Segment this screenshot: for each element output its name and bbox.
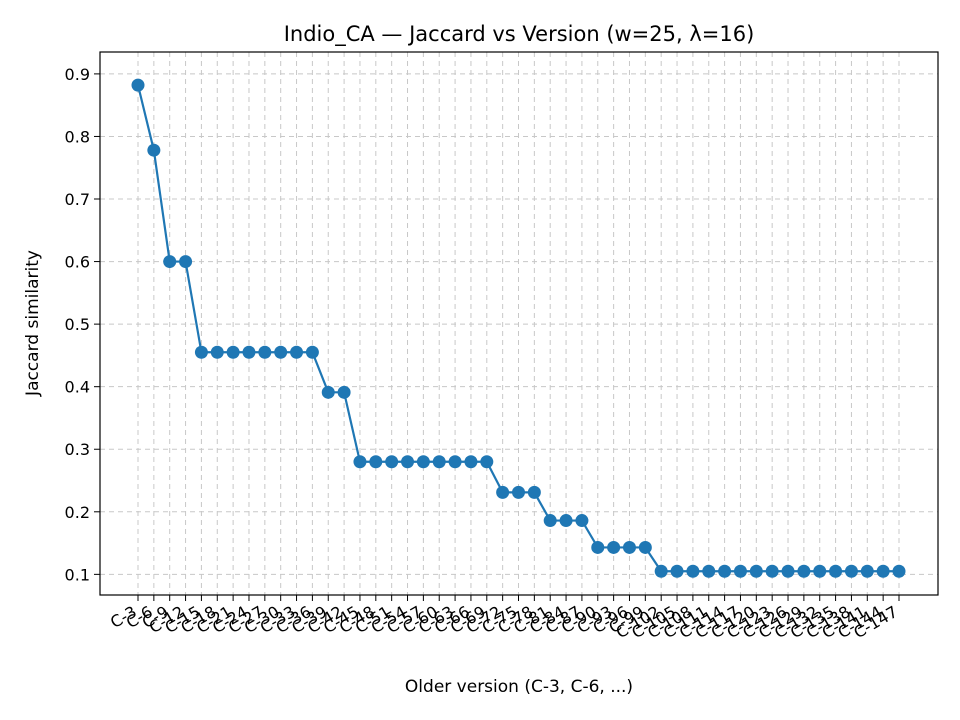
data-point [844,564,858,578]
data-point [369,455,383,469]
data-point [179,255,193,269]
data-point [575,514,589,528]
y-axis-label: Jaccard similarity [23,250,43,397]
y-tick-label: 0.7 [65,190,90,209]
data-point [258,345,272,359]
grid-layer [100,52,938,595]
y-tick-label: 0.8 [65,127,90,146]
data-point [591,540,605,554]
data-point [290,345,304,359]
data-point [749,564,763,578]
data-point [512,485,525,499]
y-tick-label: 0.3 [65,440,90,459]
data-point [876,564,890,578]
data-point [226,345,240,359]
data-point [131,78,145,92]
data-point [622,540,636,554]
data-point [480,455,494,469]
data-point [702,564,716,578]
data-point [163,255,177,269]
y-tick-label: 0.6 [65,253,90,272]
x-axis: C-3C-6C-9C-12C-15C-18C-21C-24C-27C-30C-3… [107,595,901,642]
data-point [559,514,573,528]
data-point [416,455,430,469]
data-points [131,78,906,578]
data-point [194,345,208,359]
data-point [401,455,415,469]
y-tick-label: 0.4 [65,378,90,397]
data-point [385,455,399,469]
data-point [543,514,557,528]
data-point [147,143,161,157]
data-point [496,485,510,499]
data-point [797,564,811,578]
x-axis-label: Older version (C-3, C-6, ...) [405,677,633,697]
data-point [607,540,621,554]
data-point [353,455,367,469]
data-point [527,485,541,499]
data-point [321,385,335,399]
data-point [305,345,319,359]
data-point [781,564,795,578]
data-point [337,385,351,399]
data-point [448,455,462,469]
chart-title: Indio_CA — Jaccard vs Version (w=25, λ=1… [284,22,755,47]
data-point [210,345,224,359]
data-point [274,345,288,359]
data-point [892,564,906,578]
data-point [733,564,747,578]
data-point [670,564,684,578]
data-point [860,564,874,578]
data-point [654,564,668,578]
data-point [464,455,478,469]
y-tick-label: 0.5 [65,315,90,334]
data-point [718,564,732,578]
data-point [242,345,256,359]
data-point [638,540,652,554]
data-point [432,455,446,469]
y-tick-label: 0.2 [65,503,90,522]
data-point [686,564,700,578]
y-axis: 0.1 0.2 0.3 0.4 0.5 0.6 0.7 0.8 0.9 [65,65,100,584]
data-point [765,564,779,578]
data-point [829,564,843,578]
y-tick-label: 0.9 [65,65,90,84]
y-tick-label: 0.1 [65,565,90,584]
data-point [813,564,827,578]
